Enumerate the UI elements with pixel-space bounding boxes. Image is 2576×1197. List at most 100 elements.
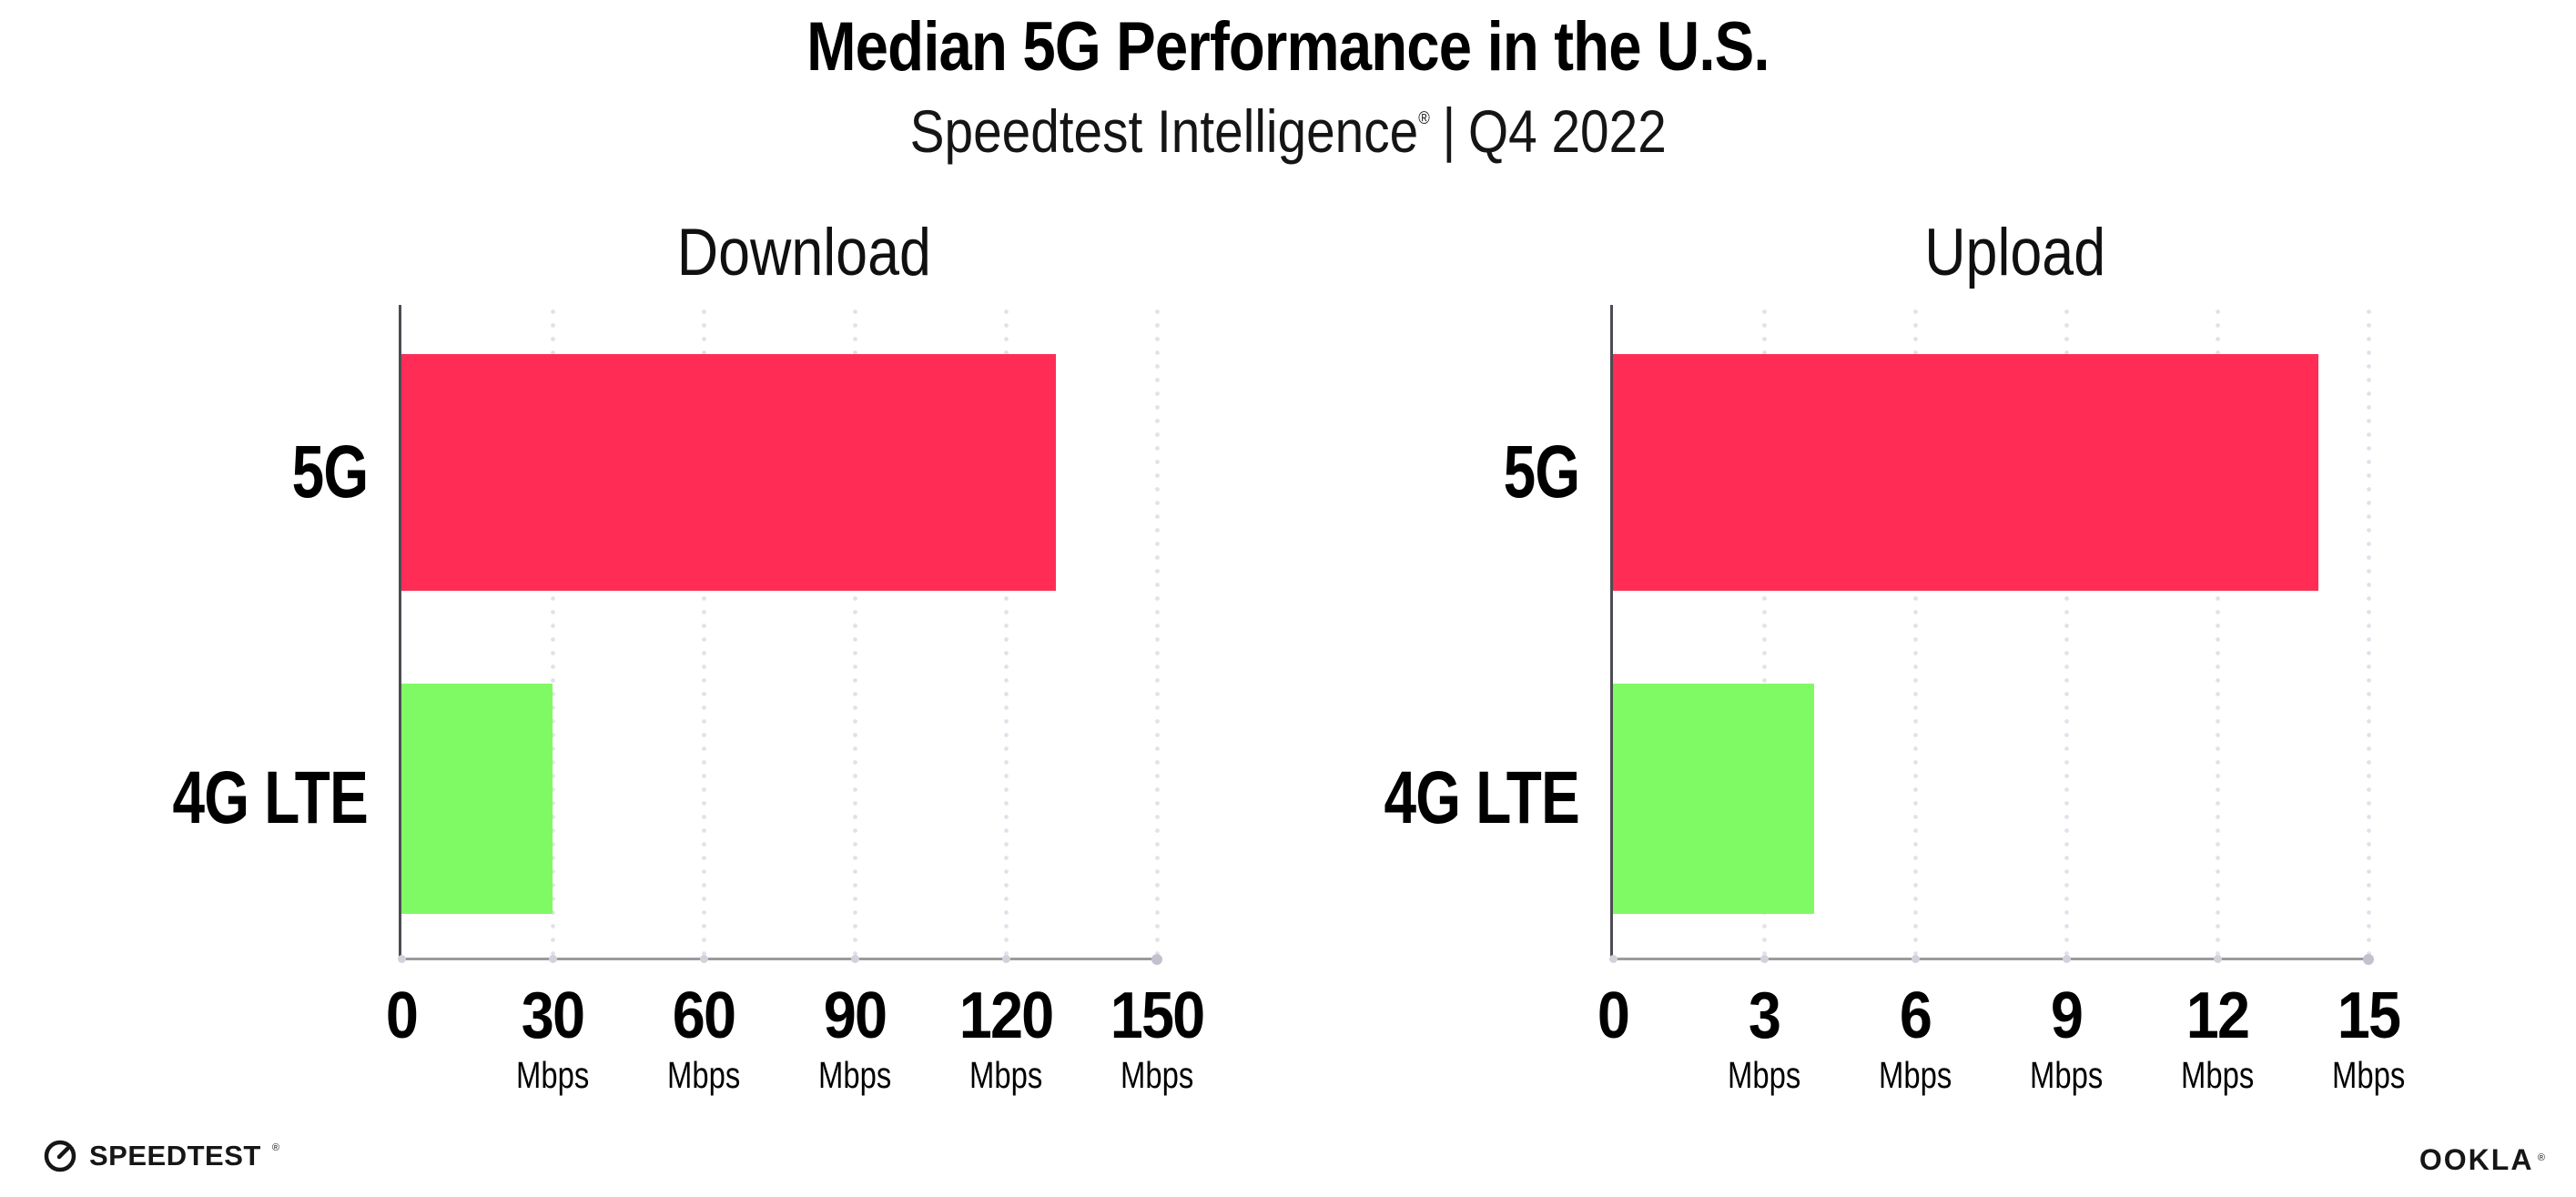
gridline-150 [1154,305,1160,958]
download-tick-150: 150 Mbps [1048,983,1266,1095]
upload-tick-0: 0 [1504,983,1722,1049]
speedtest-registered-mark: ® [271,1142,279,1153]
upload-chart-title: Upload [1651,217,2379,289]
tick-number: 150 [1048,983,1266,1049]
axis-tick-dot-3 [1760,955,1769,963]
tick-number: 6 [1806,983,2024,1049]
tick-number: 0 [292,983,511,1049]
download-tick-0: 0 [292,983,511,1049]
tick-unit-text: Mbps [817,1054,892,1096]
bar-download-4g-lte [401,684,553,914]
tick-unit: Mbps [1048,1055,1266,1095]
download-category-label-5g: 5G [0,413,369,532]
download-chart-title-text: Download [676,216,931,289]
upload-tick-12: 12 Mbps [2108,983,2327,1095]
gridline-9 [2064,305,2069,958]
bar-upload-5g [1613,354,2318,591]
tick-number: 12 [2108,983,2327,1049]
page-subtitle-text: Speedtest Intelligence® | Q4 2022 [909,87,1666,190]
upload-tick-15: 15 Mbps [2259,983,2478,1095]
ookla-wordmark: OOKLA [2419,1143,2534,1176]
tick-number: 90 [745,983,964,1049]
tick-number-text: 6 [1899,979,1932,1052]
tick-unit: Mbps [1957,1055,2175,1095]
axis-tick-dot-9 [2062,955,2071,963]
tick-number: 0 [1504,983,1722,1049]
category-label-text: 5G [291,431,369,513]
subtitle-period: Q4 2022 [1467,97,1667,165]
tick-number-text: 150 [1110,979,1206,1052]
tick-number: 15 [2259,983,2478,1049]
registered-mark: ® [1417,108,1430,129]
speedtest-wordmark: SPEEDTEST [89,1140,261,1172]
tick-number: 120 [897,983,1115,1049]
tick-unit: Mbps [594,1055,813,1095]
tick-number-text: 0 [1597,979,1630,1052]
gridline-3 [1761,305,1767,958]
download-tick-120: 120 Mbps [897,983,1115,1095]
bar-download-5g [401,354,1057,591]
speedtest-gauge-icon [44,1140,76,1172]
upload-category-label-4g-lte: 4G LTE [1033,739,1580,857]
upload-tick-3: 3 Mbps [1655,983,1873,1095]
download-chart-title: Download [440,217,1168,289]
download-tick-60: 60 Mbps [594,983,813,1095]
tick-number-text: 9 [2050,979,2084,1052]
tick-number-text: 15 [2337,979,2401,1052]
upload-category-label-5g: 5G [1033,413,1580,532]
tick-unit: Mbps [2259,1055,2478,1095]
tick-unit-text: Mbps [969,1054,1043,1096]
download-tick-90: 90 Mbps [745,983,964,1095]
tick-unit-text: Mbps [2180,1054,2255,1096]
speedtest-logo: SPEEDTEST ® [42,1138,279,1174]
tick-unit: Mbps [745,1055,964,1095]
axis-tick-dot-12 [2213,955,2222,963]
tick-unit-text: Mbps [1878,1054,1952,1096]
tick-unit-text: Mbps [515,1054,590,1096]
page-subtitle: Speedtest Intelligence® | Q4 2022 [0,87,2576,190]
axis-tick-dot-15 [2363,953,2374,965]
ookla-registered-mark: ® [2537,1152,2545,1163]
tick-unit: Mbps [2108,1055,2327,1095]
upload-tick-6: 6 Mbps [1806,983,2024,1095]
upload-chart-title-text: Upload [1924,216,2106,289]
category-label-text: 4G LTE [1384,756,1580,839]
gridline-30 [550,305,555,958]
ookla-logo: OOKLA ® [2419,1143,2545,1177]
gridline-90 [852,305,857,958]
tick-number-text: 60 [672,979,736,1052]
download-category-label-4g-lte: 4G LTE [0,739,369,857]
category-label-text: 5G [1503,431,1580,513]
tick-number: 60 [594,983,813,1049]
subtitle-separator: | [1442,96,1456,163]
bar-upload-4g-lte [1613,684,1815,914]
gridline-120 [1003,305,1009,958]
tick-unit-text: Mbps [2029,1054,2104,1096]
upload-y-axis [1610,305,1613,959]
upload-x-axis [1613,958,2368,960]
download-tick-30: 30 Mbps [443,983,662,1095]
axis-tick-dot-90 [850,955,859,963]
tick-number-text: 30 [521,979,585,1052]
tick-number: 3 [1655,983,1873,1049]
axis-tick-dot-6 [1911,955,1920,963]
gridline-15 [2366,305,2371,958]
tick-unit: Mbps [897,1055,1115,1095]
tick-unit: Mbps [1655,1055,1873,1095]
gridline-6 [1912,305,1918,958]
axis-tick-dot-0 [1608,955,1618,963]
tick-number: 9 [1957,983,2175,1049]
tick-number-text: 12 [2186,979,2250,1052]
axis-tick-dot-60 [699,955,708,963]
tick-number-text: 0 [385,979,419,1052]
download-x-axis [401,958,1157,960]
tick-number-text: 120 [958,979,1055,1052]
upload-tick-9: 9 Mbps [1957,983,2175,1095]
tick-unit-text: Mbps [1727,1054,1801,1096]
axis-tick-dot-0 [397,955,406,963]
page-title: Median 5G Performance in the U.S. [0,9,2576,86]
tick-unit-text: Mbps [2331,1054,2406,1096]
gridline-12 [2215,305,2220,958]
tick-number: 30 [443,983,662,1049]
